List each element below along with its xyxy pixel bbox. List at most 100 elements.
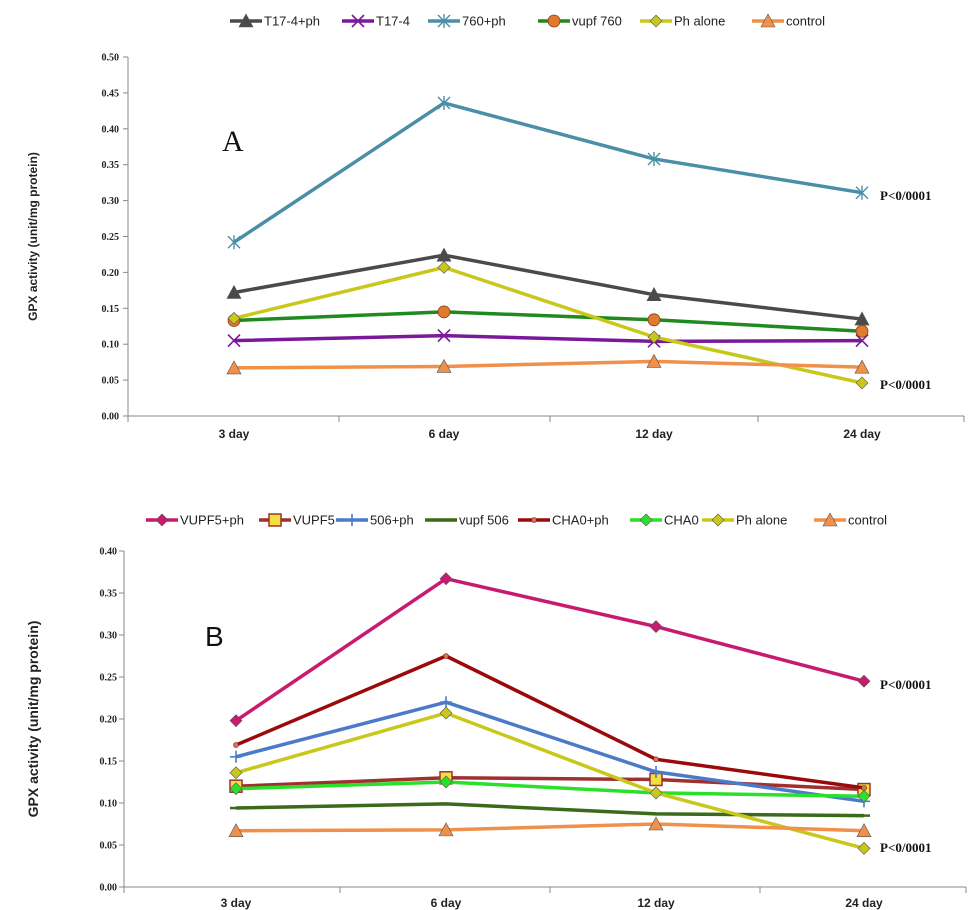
series-vupf5-ph bbox=[229, 572, 871, 728]
legend-label: 506+ph bbox=[370, 513, 414, 528]
series-line bbox=[235, 654, 865, 790]
legend-label: control bbox=[848, 513, 887, 528]
p-value-annotation: P<0/0001 bbox=[880, 377, 931, 392]
series-760-ph bbox=[227, 95, 869, 250]
legend-item: vupf 506 bbox=[425, 513, 509, 528]
data-point bbox=[227, 334, 241, 348]
legend-marker bbox=[639, 513, 653, 527]
data-point bbox=[440, 696, 452, 709]
data-point bbox=[226, 360, 242, 375]
data-point bbox=[650, 765, 662, 778]
legend-marker bbox=[437, 14, 451, 28]
legend-marker bbox=[268, 513, 282, 527]
y-tick-label: 0.25 bbox=[102, 232, 120, 243]
series-t17-4-ph bbox=[226, 247, 870, 326]
series-line bbox=[233, 359, 863, 370]
panel-letter: B bbox=[205, 621, 224, 652]
legend-marker bbox=[822, 512, 838, 527]
panel-letter: A bbox=[222, 125, 244, 158]
data-point bbox=[437, 305, 451, 319]
x-tick-label: 3 day bbox=[219, 427, 250, 441]
p-value-annotation: P<0/0001 bbox=[880, 188, 931, 203]
legend-marker bbox=[351, 14, 365, 28]
legend-marker bbox=[711, 513, 725, 527]
data-point bbox=[649, 786, 663, 800]
legend: VUPF5+ph VUPF5 506+ph vupf 506 CHA0+ph CHA0 Ph… bbox=[146, 512, 887, 528]
legend-label: vupf 506 bbox=[459, 513, 509, 528]
y-tick-label: 0.15 bbox=[100, 757, 118, 768]
data-point bbox=[228, 823, 244, 838]
p-value-annotation: P<0/0001 bbox=[880, 840, 931, 855]
series-t17-4 bbox=[227, 329, 869, 348]
y-tick-label: 0.00 bbox=[102, 412, 120, 423]
legend-label: VUPF5 bbox=[293, 513, 335, 528]
series-line bbox=[235, 822, 865, 833]
y-tick-label: 0.05 bbox=[100, 841, 118, 852]
series-vupf-506 bbox=[230, 802, 870, 818]
y-tick-label: 0.20 bbox=[100, 715, 118, 726]
data-point bbox=[438, 822, 454, 837]
series-vupf-760 bbox=[227, 305, 869, 338]
data-point bbox=[855, 376, 869, 390]
data-point bbox=[647, 151, 661, 166]
data-point bbox=[857, 674, 871, 688]
data-point bbox=[229, 714, 243, 728]
data-point bbox=[648, 816, 664, 831]
data-point bbox=[855, 185, 869, 200]
series-ph-alone bbox=[227, 260, 869, 390]
y-tick-label: 0.00 bbox=[100, 883, 118, 894]
data-point bbox=[439, 706, 453, 720]
data-point bbox=[226, 284, 242, 299]
y-tick-label: 0.30 bbox=[100, 631, 118, 642]
legend-marker bbox=[155, 513, 169, 527]
y-tick-label: 0.15 bbox=[102, 304, 120, 315]
y-tick-label: 0.10 bbox=[100, 799, 118, 810]
data-point bbox=[647, 330, 661, 344]
data-point bbox=[857, 841, 871, 855]
chart-panel-b: 0.00 0.05 0.10 0.15 0.20 0.25 0.30 0.35 0.40 3 da… bbox=[25, 512, 967, 910]
legend-item: Ph alone bbox=[702, 513, 787, 528]
x-tick-label: 6 day bbox=[431, 896, 462, 910]
data-point bbox=[437, 329, 451, 343]
y-tick-label: 0.40 bbox=[102, 124, 120, 135]
data-point bbox=[861, 785, 867, 791]
y-tick-label: 0.20 bbox=[102, 268, 120, 279]
data-point bbox=[855, 324, 869, 338]
legend-item: CHA0+ph bbox=[518, 513, 609, 528]
series-line bbox=[235, 776, 865, 792]
legend-label: T17-4+ph bbox=[264, 14, 320, 29]
data-point bbox=[233, 742, 239, 748]
data-point bbox=[855, 334, 869, 348]
legend-label: CHA0+ph bbox=[552, 513, 609, 528]
series-line bbox=[235, 802, 865, 818]
legend-label: VUPF5+ph bbox=[180, 513, 244, 528]
x-tick-label: 12 day bbox=[637, 896, 675, 910]
data-point bbox=[443, 653, 449, 659]
legend-marker bbox=[649, 14, 663, 28]
x-tick-label: 24 day bbox=[843, 427, 881, 441]
legend: T17-4+ph T17-4 760+ph vupf 760 Ph alone contr… bbox=[230, 13, 825, 29]
data-point bbox=[646, 287, 662, 301]
data-point bbox=[227, 311, 241, 325]
data-point bbox=[647, 313, 661, 327]
legend-item: CHA0 bbox=[630, 513, 699, 528]
series-cha0-ph bbox=[233, 653, 867, 791]
y-tick-label: 0.25 bbox=[100, 673, 118, 684]
legend-label: control bbox=[786, 14, 825, 29]
y-tick-label: 0.35 bbox=[102, 160, 120, 171]
series-ph-alone bbox=[229, 706, 871, 855]
legend-item: T17-4+ph bbox=[230, 13, 320, 29]
legend-item: vupf 760 bbox=[538, 14, 622, 29]
legend-item: control bbox=[752, 13, 825, 29]
p-value-annotation: P<0/0001 bbox=[880, 677, 931, 692]
legend-label: T17-4 bbox=[376, 14, 410, 29]
legend-marker bbox=[531, 517, 537, 523]
data-point bbox=[854, 359, 870, 374]
series-line bbox=[233, 333, 863, 344]
y-tick-label: 0.05 bbox=[102, 376, 120, 387]
legend-item: 506+ph bbox=[336, 513, 414, 528]
x-tick-label: 12 day bbox=[635, 427, 673, 441]
legend-item: 760+ph bbox=[428, 14, 506, 29]
legend-label: Ph alone bbox=[674, 14, 725, 29]
